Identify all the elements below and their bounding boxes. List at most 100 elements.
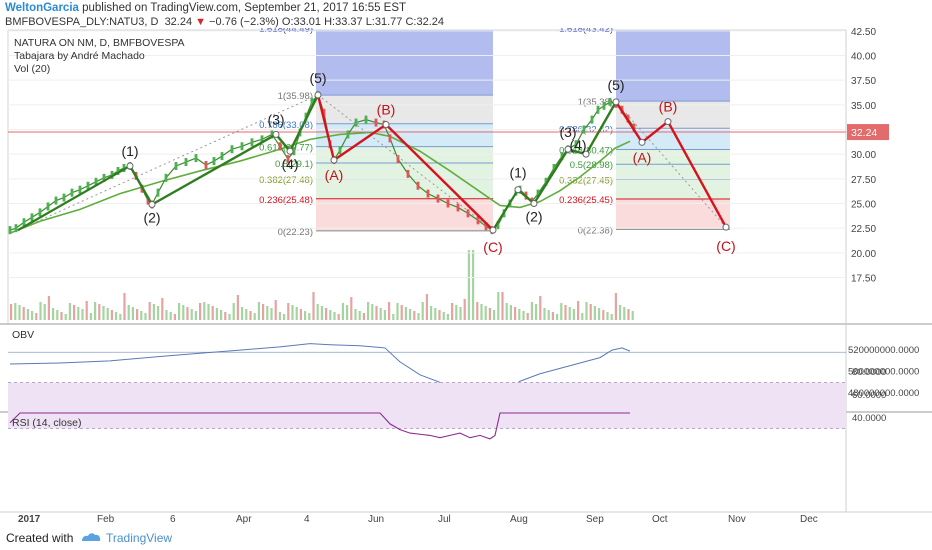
volume-bar — [190, 309, 193, 320]
volume-bar — [614, 293, 617, 320]
wave-pivot-dot — [148, 200, 156, 208]
volume-bar — [52, 308, 55, 320]
volume-bar — [425, 294, 428, 320]
price-candle — [560, 152, 564, 161]
price-candle — [544, 177, 548, 186]
volume-bar — [140, 311, 143, 320]
chart-canvas[interactable]: 1.618(44.49)1(35.98)0.786(33.08)0.618(30… — [0, 28, 932, 526]
price-candle — [484, 222, 488, 231]
volume-bar — [337, 314, 340, 320]
ohlc-close: C:32.24 — [405, 16, 444, 28]
volume-bar — [60, 312, 63, 320]
volume-bar — [484, 306, 487, 320]
price-tick-label: 30.00 — [851, 150, 876, 161]
tradingview-logo-icon — [82, 533, 101, 541]
volume-bar — [102, 306, 105, 320]
fib-label-right-6: 0.236(25.45) — [559, 195, 613, 206]
volume-bar — [10, 304, 13, 320]
wave-pivot-dot — [286, 147, 294, 155]
volume-bar — [400, 305, 403, 320]
wave-pivot-dot — [722, 223, 730, 231]
price-candle — [406, 169, 410, 178]
volume-bar — [232, 303, 235, 320]
trend-dotted-2 — [317, 94, 494, 231]
publish-info: published on TradingView.com, September … — [82, 2, 407, 14]
volume-bar — [404, 307, 407, 320]
volume-bar — [333, 312, 336, 320]
author-link[interactable]: WeltonGarcia — [5, 2, 79, 14]
fib-band-left-4 — [316, 179, 493, 199]
price-candle — [22, 218, 26, 227]
volume-bar — [341, 303, 344, 320]
price-candle — [146, 196, 150, 205]
volume-bar — [421, 302, 424, 320]
volume-bar — [346, 305, 349, 320]
price-candle — [446, 199, 450, 208]
price-candle — [436, 194, 440, 203]
volume-bars — [10, 250, 634, 320]
price-candle — [8, 226, 12, 235]
volume-bar — [551, 312, 554, 320]
price-tick-label: 17.50 — [851, 274, 876, 285]
tradingview-brand[interactable]: TradingView — [106, 531, 173, 545]
volume-bar — [451, 303, 454, 320]
volume-bar — [438, 310, 441, 320]
price-candle — [632, 123, 636, 132]
volume-bar — [295, 307, 298, 320]
wave-pivot-dot — [126, 162, 134, 170]
price-candle — [374, 118, 378, 127]
fib-label-right-1: 1(35.38) — [578, 97, 613, 108]
price-candle — [278, 142, 282, 151]
fib-label-left-2: 0.786(33.08) — [259, 120, 313, 131]
volume-bar — [535, 304, 538, 320]
price-candle — [78, 185, 82, 194]
volume-bar — [144, 313, 147, 320]
wave-label: (A) — [325, 167, 344, 183]
volume-bar — [316, 304, 319, 320]
wave-label: (4) — [569, 137, 586, 153]
volume-bar — [94, 302, 97, 320]
volume-bar — [320, 306, 323, 320]
volume-bar — [283, 314, 286, 320]
price-candle — [94, 177, 98, 186]
fib-label-left-6: 0.236(25.48) — [259, 195, 313, 206]
wave-label: (5) — [309, 70, 326, 86]
wave-pivot-dot — [582, 150, 590, 158]
volume-bar — [623, 307, 626, 320]
wave-green-C-1 — [492, 189, 519, 231]
volume-bar — [89, 313, 92, 320]
wave-red-A-B — [333, 123, 387, 162]
wave-label: (1) — [509, 165, 526, 181]
price-candle — [364, 115, 368, 124]
price-candle — [466, 209, 470, 218]
volume-bar — [165, 310, 168, 320]
volume-bar — [262, 304, 265, 320]
volume-bar — [249, 311, 252, 320]
price-candle — [110, 170, 114, 179]
rsi-tick-label: 40.0000 — [852, 413, 886, 424]
price-candle — [122, 163, 126, 172]
volume-bar — [589, 304, 592, 320]
wave-pivot-dot — [272, 130, 280, 138]
volume-bar — [396, 303, 399, 320]
time-scale: 2017 Feb 6 Apr 4 Jun Jul Aug Sep Oct Nov Dec — [18, 514, 818, 525]
price-candle — [260, 135, 264, 144]
wave-green-3-4 — [275, 133, 291, 152]
price-tick-label: 37.50 — [851, 76, 876, 87]
obv-legend: OBV — [12, 329, 34, 341]
price-candle — [174, 162, 178, 171]
price-candle — [14, 224, 18, 233]
price-candle — [354, 118, 358, 127]
price-candle — [204, 161, 208, 170]
symbol-line: BMFBOVESPA_DLY:NATU3, D 32.24 ▼ −0.76 (−… — [5, 16, 444, 28]
volume-bar — [430, 306, 433, 320]
volume-bar — [312, 292, 315, 320]
wave-green-2-3 — [151, 133, 277, 206]
volume-bar — [257, 302, 260, 320]
wave-red-A-Bb — [641, 120, 669, 144]
wave-pivot-dot — [638, 138, 646, 146]
time-tick-label: Sep — [586, 514, 604, 525]
volume-bar — [291, 305, 294, 320]
volume-bar — [354, 309, 357, 320]
volume-bar — [388, 302, 391, 320]
